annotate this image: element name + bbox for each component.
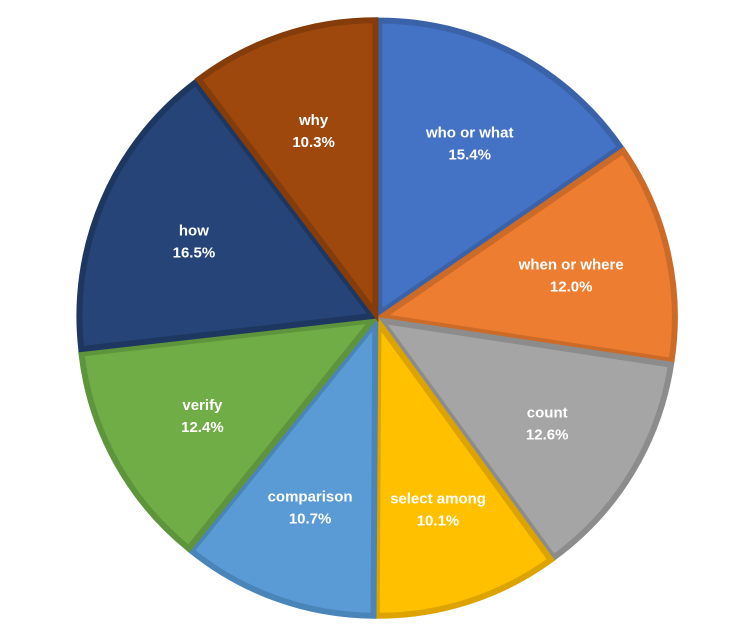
pie-slice-why bbox=[194, 17, 379, 323]
slice-value-when-or-where: 12.0% bbox=[550, 278, 593, 295]
slice-value-count: 12.6% bbox=[526, 427, 569, 444]
slice-label-comparison: comparison bbox=[268, 489, 353, 506]
pie-slice-who-or-what bbox=[376, 17, 625, 320]
slice-label-who-or-what: who or what bbox=[425, 125, 514, 142]
pie-slice-when-or-where bbox=[373, 146, 678, 365]
slice-value-how: 16.5% bbox=[173, 244, 216, 261]
slice-label-when-or-where: when or where bbox=[518, 256, 624, 273]
pie-slice-select-among bbox=[373, 313, 555, 619]
slice-label-how: how bbox=[179, 222, 209, 239]
slice-value-select-among: 10.1% bbox=[417, 513, 460, 530]
slice-value-why: 10.3% bbox=[292, 134, 335, 151]
pie-slice-count bbox=[374, 316, 675, 562]
pie-slice-comparison bbox=[187, 314, 379, 619]
slice-value-comparison: 10.7% bbox=[289, 511, 332, 528]
pie-slices bbox=[76, 17, 678, 619]
slice-label-verify: verify bbox=[182, 397, 223, 414]
pie-slice-verify bbox=[78, 316, 380, 553]
slice-label-why: why bbox=[298, 112, 329, 129]
slice-value-verify: 12.4% bbox=[181, 419, 224, 436]
pie-slice-how bbox=[76, 78, 378, 353]
slice-label-count: count bbox=[527, 405, 568, 422]
slice-label-select-among: select among bbox=[390, 491, 486, 508]
pie-labels: who or what 15.4% when or where 12.0% count 1… bbox=[173, 112, 624, 530]
slice-value-who-or-what: 15.4% bbox=[448, 147, 491, 164]
